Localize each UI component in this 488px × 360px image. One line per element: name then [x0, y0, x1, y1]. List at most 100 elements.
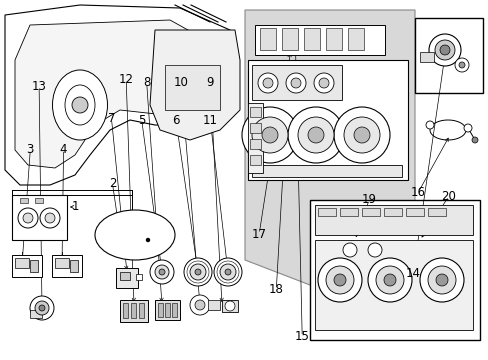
Circle shape — [30, 296, 54, 320]
Circle shape — [220, 264, 236, 280]
Circle shape — [419, 258, 463, 302]
Bar — [136, 274, 142, 280]
Circle shape — [307, 127, 324, 143]
Bar — [249, 139, 261, 149]
Bar — [249, 155, 261, 165]
Circle shape — [342, 243, 356, 257]
Circle shape — [317, 258, 361, 302]
Circle shape — [434, 40, 454, 60]
Circle shape — [159, 269, 164, 275]
Bar — [260, 28, 275, 50]
Circle shape — [190, 264, 205, 280]
Bar — [304, 28, 319, 50]
Text: 11: 11 — [203, 114, 217, 127]
Bar — [361, 208, 379, 216]
Text: 7: 7 — [107, 112, 115, 125]
Circle shape — [18, 208, 38, 228]
Bar — [414, 18, 482, 93]
Bar — [15, 258, 29, 268]
Text: 12: 12 — [119, 73, 133, 86]
Circle shape — [39, 305, 45, 311]
Circle shape — [313, 73, 333, 93]
Ellipse shape — [95, 210, 175, 260]
Circle shape — [325, 266, 353, 294]
Circle shape — [435, 274, 447, 286]
Circle shape — [425, 121, 433, 129]
Circle shape — [375, 266, 403, 294]
Bar — [12, 255, 42, 277]
Bar — [155, 300, 180, 320]
Circle shape — [262, 127, 278, 143]
Circle shape — [285, 73, 305, 93]
Polygon shape — [5, 5, 235, 185]
Circle shape — [287, 107, 343, 163]
Circle shape — [333, 274, 346, 286]
Bar — [12, 195, 67, 240]
Text: 14: 14 — [405, 267, 420, 280]
Text: 3: 3 — [26, 143, 34, 156]
Bar — [254, 25, 384, 55]
Circle shape — [463, 124, 471, 132]
Bar — [164, 65, 220, 110]
Bar — [20, 198, 28, 203]
Circle shape — [251, 117, 287, 153]
Bar — [12, 190, 132, 195]
Bar — [251, 165, 401, 177]
Bar — [419, 52, 433, 62]
Text: 19: 19 — [361, 193, 376, 206]
Bar — [309, 200, 479, 340]
Bar — [282, 28, 297, 50]
Circle shape — [224, 301, 235, 311]
Bar — [30, 310, 42, 318]
Circle shape — [428, 34, 460, 66]
Text: 20: 20 — [441, 190, 455, 203]
Circle shape — [224, 269, 230, 275]
Bar — [427, 208, 445, 216]
Text: 16: 16 — [410, 186, 425, 199]
Text: 1: 1 — [72, 201, 80, 213]
Text: 18: 18 — [268, 283, 283, 296]
Circle shape — [72, 97, 88, 113]
Bar — [139, 303, 143, 318]
Text: 5: 5 — [138, 114, 145, 127]
Text: 17: 17 — [251, 228, 266, 240]
Text: 10: 10 — [173, 76, 188, 89]
Circle shape — [150, 260, 174, 284]
Circle shape — [290, 78, 301, 88]
Bar — [70, 260, 78, 272]
Circle shape — [318, 78, 328, 88]
Circle shape — [35, 301, 49, 315]
Circle shape — [333, 107, 389, 163]
Bar — [35, 198, 43, 203]
Text: 13: 13 — [32, 80, 46, 93]
Bar — [120, 300, 148, 322]
Ellipse shape — [52, 70, 107, 140]
Circle shape — [214, 258, 242, 286]
Bar — [30, 260, 38, 272]
Bar — [249, 107, 261, 117]
Bar — [207, 300, 220, 310]
Circle shape — [155, 265, 169, 279]
Bar — [317, 208, 335, 216]
Circle shape — [427, 266, 455, 294]
Circle shape — [23, 213, 33, 223]
Bar — [120, 272, 130, 280]
Text: 4: 4 — [60, 143, 67, 156]
Circle shape — [353, 127, 369, 143]
Bar — [325, 28, 341, 50]
Circle shape — [183, 258, 212, 286]
Circle shape — [258, 73, 278, 93]
Circle shape — [367, 243, 381, 257]
Circle shape — [343, 117, 379, 153]
Bar — [347, 28, 363, 50]
Circle shape — [45, 213, 55, 223]
Bar — [158, 303, 163, 317]
Bar — [405, 208, 423, 216]
Polygon shape — [15, 20, 215, 168]
Text: 2: 2 — [108, 177, 116, 190]
Bar — [116, 268, 138, 288]
Bar — [339, 208, 357, 216]
Circle shape — [40, 208, 60, 228]
Bar — [222, 300, 238, 312]
Circle shape — [242, 107, 297, 163]
